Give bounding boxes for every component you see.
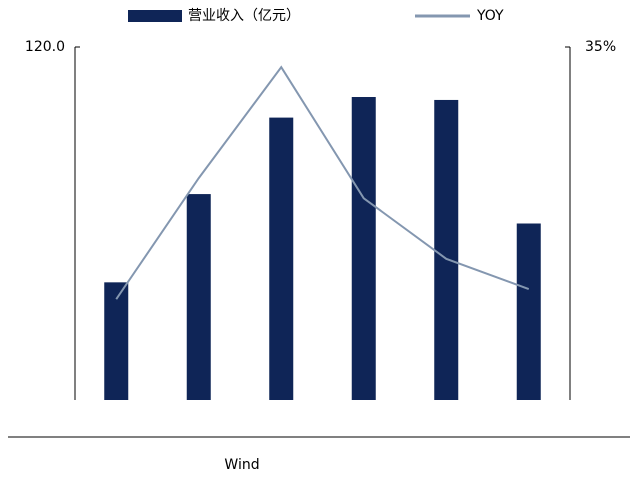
bar bbox=[186, 194, 211, 400]
bar bbox=[269, 117, 294, 400]
legend-label: YOY bbox=[476, 8, 504, 24]
source: Wind bbox=[224, 457, 259, 473]
legend-swatch bbox=[128, 10, 182, 22]
yoy-line bbox=[115, 65, 530, 300]
bar bbox=[516, 223, 541, 400]
legend-label: 营业收入（亿元） bbox=[188, 8, 300, 24]
bar bbox=[104, 282, 129, 400]
y-tick-label: 120.0 bbox=[25, 39, 65, 55]
y2-tick-label: 35% bbox=[585, 39, 616, 55]
bar bbox=[434, 99, 459, 400]
bar bbox=[351, 97, 376, 400]
